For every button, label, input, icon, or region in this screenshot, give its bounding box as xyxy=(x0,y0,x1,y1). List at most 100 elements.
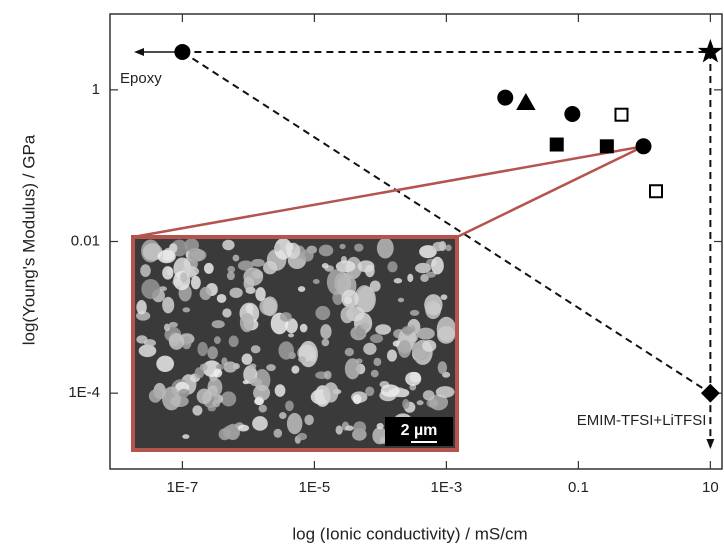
inset-texture xyxy=(341,289,359,308)
inset-texture xyxy=(285,318,298,334)
inset-texture xyxy=(273,428,283,438)
inset-texture xyxy=(218,428,231,441)
inset-texture xyxy=(211,320,225,329)
inset-texture xyxy=(436,316,457,342)
inset-texture xyxy=(376,237,394,259)
x-tick-label: 0.1 xyxy=(568,479,589,496)
inset-texture xyxy=(407,273,414,283)
inset-texture xyxy=(299,323,308,333)
inset-texture xyxy=(352,394,362,405)
inset-texture xyxy=(401,325,414,335)
inset-texture xyxy=(339,243,346,250)
x-tick-label: 10 xyxy=(702,479,719,496)
inset-texture xyxy=(194,367,205,379)
inset-texture xyxy=(405,371,422,387)
inset-texture xyxy=(241,353,253,365)
inset-texture xyxy=(297,286,306,292)
inset-texture xyxy=(321,338,330,347)
inset-texture xyxy=(168,321,178,328)
inset-texture xyxy=(369,334,384,344)
inset-texture xyxy=(249,363,257,369)
inset-texture xyxy=(196,388,212,404)
inset-texture xyxy=(223,361,238,373)
point xyxy=(564,106,581,123)
inset-texture xyxy=(222,308,232,318)
inset-texture xyxy=(226,271,235,281)
x-tick-label: 1E-3 xyxy=(431,479,463,496)
inset-texture xyxy=(184,238,200,252)
inset-texture xyxy=(266,364,276,372)
inset-texture xyxy=(376,422,384,430)
inset-texture xyxy=(402,398,410,409)
inset-texture xyxy=(156,355,175,372)
inset-texture xyxy=(136,299,147,315)
inset-texture xyxy=(199,286,212,301)
y-axis-title: log(Young's Modulus) / GPa xyxy=(19,134,38,345)
inset-texture xyxy=(369,280,381,292)
point xyxy=(614,107,629,122)
inset-texture xyxy=(431,256,444,275)
inset-texture xyxy=(168,243,178,254)
inset-texture xyxy=(182,307,191,313)
inset-texture xyxy=(242,380,249,385)
inset-texture xyxy=(168,333,185,350)
inset-texture xyxy=(298,356,306,363)
inset-texture xyxy=(213,336,221,344)
point xyxy=(174,43,191,60)
inset-texture xyxy=(425,271,436,278)
inset-texture xyxy=(285,242,294,252)
point xyxy=(549,137,564,152)
point xyxy=(635,138,652,155)
inset-texture xyxy=(382,387,390,393)
inset-texture xyxy=(255,287,266,302)
inset-texture xyxy=(157,249,176,264)
guide-line xyxy=(181,51,711,395)
inset-texture xyxy=(422,339,437,352)
inset-texture xyxy=(393,278,403,284)
inset-texture xyxy=(166,267,174,276)
inset-texture xyxy=(180,272,188,283)
inset-texture xyxy=(140,264,151,277)
inset-texture xyxy=(354,285,375,313)
y-tick-label: 1E-4 xyxy=(68,384,100,401)
inset-texture xyxy=(298,340,318,368)
inset-texture xyxy=(239,312,254,333)
inset-texture xyxy=(363,342,377,355)
inset-texture xyxy=(323,382,339,403)
inset-texture xyxy=(425,300,442,320)
inset-texture xyxy=(258,404,268,413)
inset-texture xyxy=(228,335,239,348)
inset-texture xyxy=(375,324,392,335)
inset-texture xyxy=(419,245,437,259)
inset-texture xyxy=(243,267,264,286)
y-tick-label: 1 xyxy=(92,81,100,98)
inset-texture xyxy=(397,340,412,358)
inset-texture xyxy=(237,424,250,432)
point xyxy=(497,89,514,106)
annotation: EMIM-TFSI+LiTFSI xyxy=(577,412,707,429)
scale-bar-label: 2 µm xyxy=(401,422,438,439)
y-tick-label: 0.01 xyxy=(71,232,100,249)
inset-texture xyxy=(432,241,445,252)
inset-texture xyxy=(279,412,287,420)
point xyxy=(649,184,664,199)
inset-texture xyxy=(286,412,303,435)
inset-texture xyxy=(373,357,382,367)
inset-texture xyxy=(315,305,331,321)
inset-texture xyxy=(213,368,223,378)
inset-texture xyxy=(429,394,449,411)
zoom-line xyxy=(132,145,644,239)
inset-texture xyxy=(197,341,208,357)
inset-texture xyxy=(321,263,329,269)
inset-texture xyxy=(320,324,332,340)
inset-texture xyxy=(291,365,300,374)
inset-texture xyxy=(178,388,190,398)
inset-texture xyxy=(335,260,356,273)
inset-texture xyxy=(372,427,388,445)
inset-texture xyxy=(254,397,264,406)
inset-frame xyxy=(131,235,459,452)
x-axis-title: log (Ionic conductivity) / mS/cm xyxy=(292,524,527,543)
inset-texture xyxy=(188,248,207,262)
inset-texture xyxy=(222,239,235,251)
